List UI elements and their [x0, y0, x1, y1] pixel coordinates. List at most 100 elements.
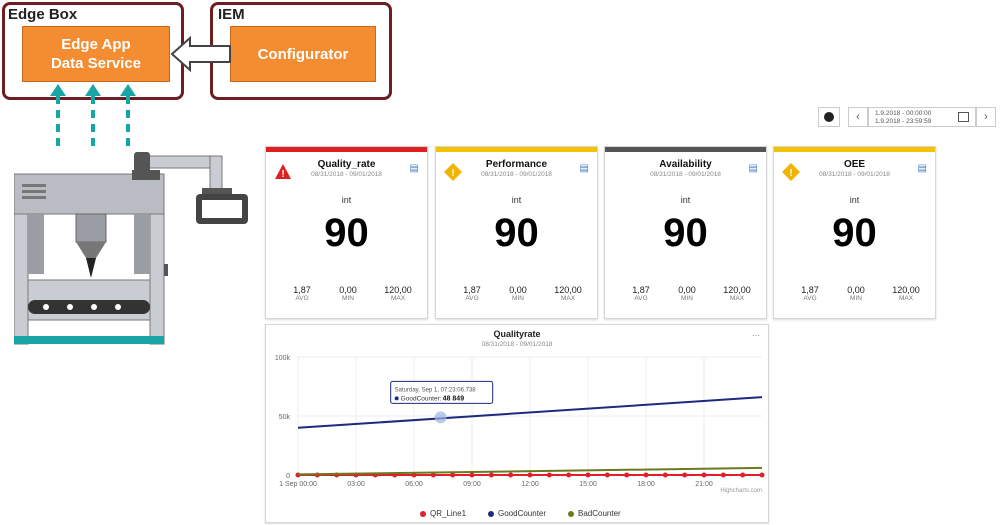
x-tick-label: 12:00	[521, 481, 539, 488]
legend-dot	[568, 510, 574, 517]
tooltip-dot	[394, 396, 399, 401]
data-point-qr-line1	[508, 472, 514, 478]
stat-avg: 1,87 AVG	[452, 285, 492, 302]
data-point-qr-line1	[430, 472, 436, 478]
data-point-qr-line1	[643, 472, 649, 478]
svg-text:!: !	[789, 168, 792, 179]
stat-max: 120,00 MAX	[717, 285, 757, 302]
data-point-qr-line1	[624, 472, 630, 478]
card-value: 90	[324, 211, 369, 255]
x-tick-label: 09:00	[463, 481, 481, 488]
legend-label: QR_Line1	[430, 509, 467, 518]
tooltip-header: Saturday, Sep 1, 07:23:06.738	[395, 387, 477, 393]
y-tick-label: 50k	[279, 414, 291, 421]
date-range-to: 1.9.2018 - 23:59:59	[875, 118, 932, 125]
data-point-qr-line1	[566, 472, 572, 478]
chevron-left-icon: ‹	[856, 111, 860, 123]
card-value: 90	[663, 211, 708, 255]
date-range-display[interactable]: 1.9.2018 - 00:00:00 1.9.2018 - 23:59:59	[868, 107, 976, 127]
data-point-qr-line1	[662, 472, 668, 478]
stat-min-value: 0,00	[339, 285, 357, 295]
chart-title: Qualityrate	[493, 329, 541, 339]
data-point-qr-line1	[527, 472, 533, 478]
iem-title: IEM	[218, 6, 245, 23]
card-title: Performance	[485, 159, 548, 170]
left-arrow-icon	[170, 36, 231, 72]
kpi-card-performance[interactable]: Performance 08/31/2018 - 09/01/2018 int 90 ▤…	[435, 146, 598, 319]
legend-item-goodcounter[interactable]: GoodCounter	[488, 509, 546, 518]
stat-avg-label: AVG	[465, 295, 479, 302]
stat-min: 0,00 MIN	[667, 285, 707, 302]
stat-avg: 1,87 AVG	[621, 285, 661, 302]
more-icon[interactable]: ⋯	[752, 331, 760, 340]
stat-max-label: MAX	[898, 295, 914, 302]
stat-avg-value: 1,87	[801, 285, 819, 295]
card-status-bar	[605, 147, 766, 152]
y-tick-label: 100k	[275, 355, 291, 362]
prev-range-button[interactable]: ‹	[848, 107, 868, 127]
data-point-qr-line1	[450, 472, 456, 478]
chart-link-icon[interactable]: ▤	[917, 163, 927, 174]
stat-min-label: MIN	[342, 295, 354, 302]
svg-text:!: !	[281, 169, 284, 180]
legend-item-qr-line1[interactable]: QR_Line1	[420, 509, 466, 518]
clock-icon[interactable]	[818, 107, 840, 127]
warning-triangle-icon: !	[274, 163, 292, 181]
data-point-qr-line1	[604, 472, 610, 478]
chart-credit: Highcharts.com	[720, 488, 762, 494]
data-point-qr-line1	[720, 472, 726, 478]
edge-box-title: Edge Box	[8, 6, 78, 23]
stat-min-label: MIN	[512, 295, 524, 302]
stat-max-label: MAX	[729, 295, 745, 302]
stat-max-label: MAX	[560, 295, 576, 302]
kpi-card-oee[interactable]: OEE 08/31/2018 - 09/01/2018 int 90 ▤ 1,87 AVG 0…	[773, 146, 936, 319]
card-date: 08/31/2018 - 09/01/2018	[819, 171, 890, 178]
card-status-bar	[436, 147, 597, 152]
card-title: Quality_rate	[317, 159, 376, 170]
tooltip-box	[390, 380, 494, 404]
card-type: int	[680, 195, 691, 205]
configurator-label: Configurator	[257, 45, 349, 63]
stat-max-value: 120,00	[723, 285, 751, 295]
data-point-qr-line1	[682, 472, 688, 478]
legend-label: GoodCounter	[498, 509, 547, 518]
series-line-goodcounter	[297, 396, 763, 429]
card-status-bar	[266, 147, 427, 152]
data-service-label: Data Service	[50, 55, 142, 72]
stat-avg-label: AVG	[634, 295, 648, 302]
edge-app-label: Edge App	[61, 36, 131, 53]
calendar-icon[interactable]	[958, 112, 969, 122]
stat-min-value: 0,00	[509, 285, 527, 295]
stat-avg: 1,87 AVG	[790, 285, 830, 302]
y-tick-label: 0	[286, 473, 290, 480]
card-type: int	[511, 195, 522, 205]
data-point-qr-line1	[701, 472, 707, 478]
card-status-bar	[774, 147, 935, 152]
x-tick-label: 15:00	[579, 481, 597, 488]
x-tick-label: 18:00	[637, 481, 655, 488]
warning-diamond-icon: !	[782, 163, 800, 181]
card-value: 90	[494, 211, 539, 255]
next-range-button[interactable]: ›	[976, 107, 996, 127]
card-title: Availability	[659, 159, 712, 170]
stat-max-value: 120,00	[384, 285, 412, 295]
edge-app-data-service-box[interactable]: Edge App Data Service	[22, 26, 170, 82]
kpi-card-quality-rate[interactable]: Quality_rate 08/31/2018 - 09/01/2018 int 90…	[265, 146, 428, 319]
data-point-qr-line1	[546, 472, 552, 478]
stat-avg: 1,87 AVG	[282, 285, 322, 302]
configurator-box[interactable]: Configurator	[230, 26, 376, 82]
data-point-qr-line1	[469, 472, 475, 478]
legend-dot	[420, 510, 426, 517]
stat-min-value: 0,00	[847, 285, 865, 295]
card-type: int	[341, 195, 352, 205]
chart-link-icon[interactable]: ▤	[748, 163, 758, 174]
chart-link-icon[interactable]: ▤	[409, 163, 419, 174]
chart-link-icon[interactable]: ▤	[579, 163, 589, 174]
card-type: int	[849, 195, 860, 205]
data-point-qr-line1	[585, 472, 591, 478]
legend-item-badcounter[interactable]: BadCounter	[568, 509, 621, 518]
kpi-card-availability[interactable]: Availability 08/31/2018 - 09/01/2018 int 90…	[604, 146, 767, 319]
series-line-badcounter	[297, 466, 763, 476]
data-flow-arrows	[50, 84, 136, 152]
stat-max: 120,00 MAX	[886, 285, 926, 302]
